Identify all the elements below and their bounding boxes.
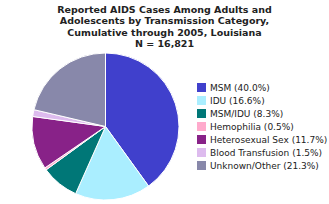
legend-item: MSM (40.0%) — [197, 83, 270, 93]
legend-swatch — [197, 135, 206, 144]
legend-label: Heterosexual Sex (11.7%) — [210, 135, 327, 145]
legend-item: MSM/IDU (8.3%) — [197, 109, 283, 119]
legend-label: IDU (16.6%) — [210, 96, 265, 106]
slice — [34, 53, 106, 127]
legend-swatch — [197, 96, 206, 105]
legend-label: MSM/IDU (8.3%) — [210, 109, 283, 119]
legend-swatch — [197, 109, 206, 118]
legend-item: Unknown/Other (21.3%) — [197, 161, 319, 171]
legend-swatch — [197, 148, 206, 157]
title: Reported AIDS Cases Among Adults andAdol… — [57, 4, 272, 50]
legend-item: Blood Transfusion (1.5%) — [197, 148, 322, 158]
legend-swatch — [197, 83, 206, 92]
legend-item: IDU (16.6%) — [197, 96, 265, 106]
chart: Reported AIDS Cases Among Adults andAdol… — [0, 0, 329, 204]
pie — [32, 53, 179, 200]
legend-item: Heterosexual Sex (11.7%) — [197, 135, 327, 145]
legend-swatch — [197, 161, 206, 170]
legend-item: Hemophilia (0.5%) — [197, 122, 294, 132]
legend-label: Hemophilia (0.5%) — [210, 122, 294, 132]
legend: MSM (40.0%) IDU (16.6%) MSM/IDU (8.3%) Hemo… — [197, 83, 327, 171]
legend-label: Blood Transfusion (1.5%) — [210, 148, 322, 158]
legend-label: Unknown/Other (21.3%) — [210, 161, 319, 171]
legend-label: MSM (40.0%) — [210, 83, 270, 93]
legend-swatch — [197, 122, 206, 131]
